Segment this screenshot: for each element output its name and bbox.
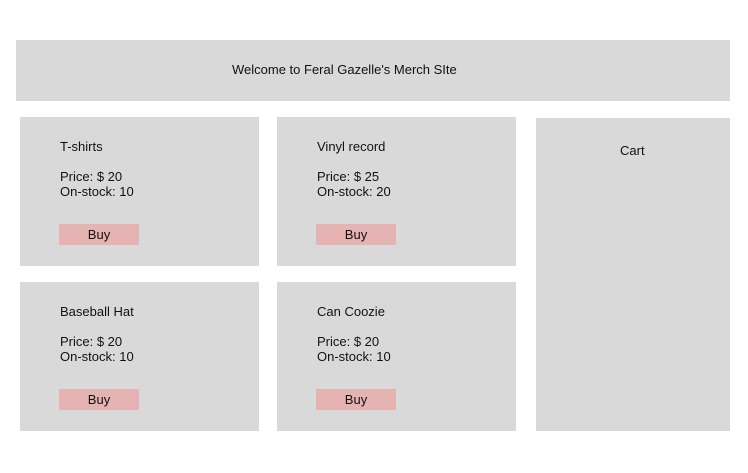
buy-button-can-coozie[interactable]: Buy	[316, 389, 396, 410]
product-card-baseball-hat: Baseball Hat Price: $ 20 On-stock: 10 Bu…	[20, 282, 259, 431]
product-card-can-coozie: Can Coozie Price: $ 20 On-stock: 10 Buy	[277, 282, 516, 431]
product-name: Can Coozie	[317, 304, 385, 319]
product-name: Vinyl record	[317, 139, 386, 154]
product-stock: On-stock: 10	[317, 349, 391, 364]
buy-button-baseball-hat[interactable]: Buy	[59, 389, 139, 410]
product-stock: On-stock: 10	[60, 349, 134, 364]
product-price: Price: $ 20	[60, 334, 123, 349]
buy-button-tshirts[interactable]: Buy	[59, 224, 139, 245]
product-card-tshirts: T-shirts Price: $ 20 On-stock: 10 Buy	[20, 117, 259, 266]
cart-panel: Cart	[536, 118, 730, 431]
product-card-vinyl-record: Vinyl record Price: $ 25 On-stock: 20 Bu…	[277, 117, 516, 266]
product-price: Price: $ 20	[60, 169, 123, 184]
product-price: Price: $ 25	[317, 169, 380, 184]
product-name: Baseball Hat	[60, 304, 134, 319]
buy-button-vinyl-record[interactable]: Buy	[316, 224, 396, 245]
product-name: T-shirts	[60, 139, 103, 154]
product-price: Price: $ 20	[317, 334, 380, 349]
page-title: Welcome to Feral Gazelle's Merch SIte	[232, 62, 457, 77]
site-header: Welcome to Feral Gazelle's Merch SIte	[16, 40, 730, 101]
cart-title: Cart	[620, 143, 645, 158]
product-stock: On-stock: 10	[60, 184, 134, 199]
product-stock: On-stock: 20	[317, 184, 391, 199]
